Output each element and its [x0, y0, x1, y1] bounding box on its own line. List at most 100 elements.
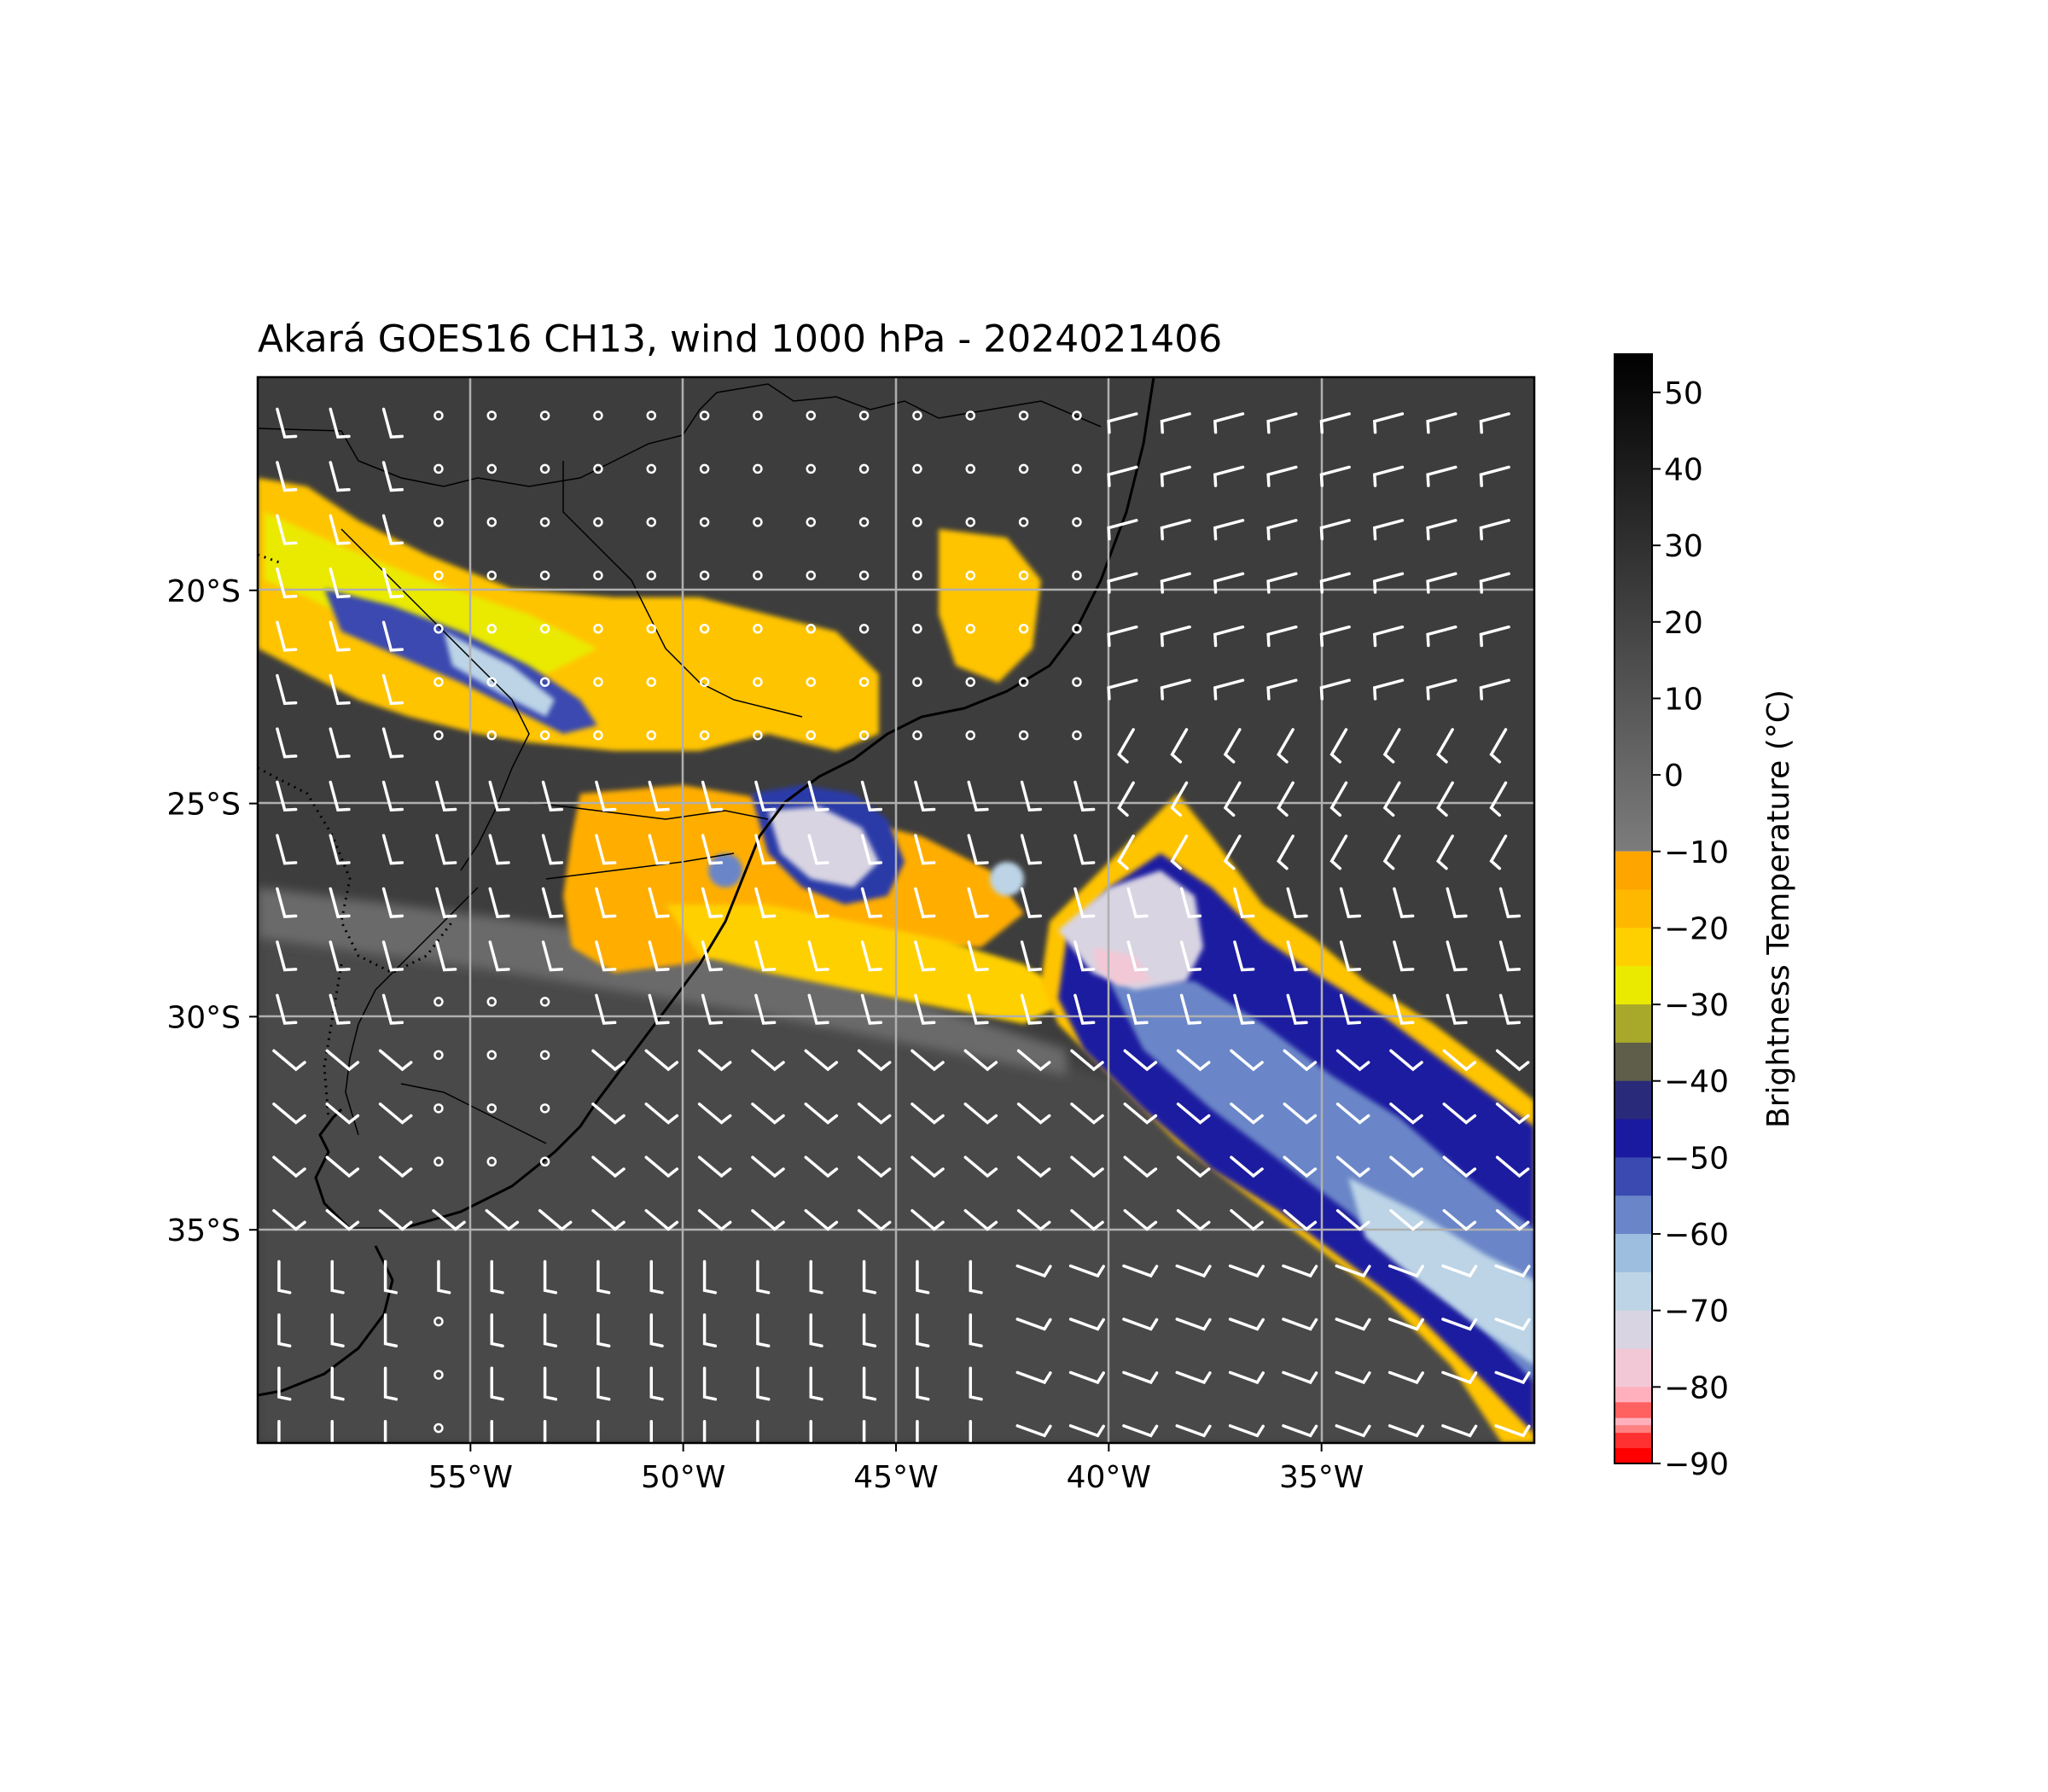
wind-barb: [1123, 1049, 1158, 1072]
colorbar-color-step: [1615, 1402, 1652, 1418]
wind-barb: [595, 993, 617, 1025]
wind-barb: [862, 1313, 877, 1348]
cloud-ocean-coldest: [1092, 947, 1152, 986]
wind-barb: [1015, 1318, 1052, 1331]
wind-barb: [1388, 1264, 1424, 1278]
wind-barb: [1389, 1103, 1423, 1125]
wind-barb: [644, 1103, 679, 1125]
calm-wind-marker: [753, 410, 763, 421]
wind-barb: [381, 887, 404, 918]
wind-barb: [488, 834, 510, 865]
calm-wind-marker: [646, 463, 657, 474]
calm-wind-marker: [593, 624, 603, 634]
wind-barb: [1489, 728, 1508, 764]
wind-barb: [1016, 1208, 1051, 1231]
wind-barb: [1495, 1208, 1530, 1231]
wind-barb: [1160, 572, 1191, 594]
wind-barb: [807, 887, 829, 918]
wind-barb: [1494, 1370, 1531, 1385]
wind-barb: [1335, 1155, 1370, 1178]
wind-barb: [1319, 412, 1351, 434]
wind-barb: [916, 1313, 930, 1348]
colorbar-color-step: [1615, 1004, 1652, 1044]
calm-wind-marker: [858, 624, 870, 634]
calm-wind-marker: [912, 410, 922, 421]
coastline: [314, 377, 1155, 1231]
light-gray-cloud-strip: [258, 887, 1067, 1075]
wind-barb: [1266, 625, 1298, 648]
calm-wind-marker: [486, 1156, 497, 1167]
wind-barb: [807, 780, 829, 812]
colorbar-fill: [1615, 354, 1652, 1464]
wind-barb: [1393, 887, 1415, 918]
wind-barb: [702, 1313, 718, 1348]
wind-barb: [1339, 940, 1362, 972]
wind-barb: [541, 940, 564, 972]
wind-barb: [1073, 887, 1096, 918]
wind-barb: [330, 1313, 345, 1348]
wind-barb: [1073, 940, 1096, 972]
wind-barb: [1441, 1318, 1478, 1331]
colorbar-tick-label: −40: [1664, 1065, 1729, 1100]
wind-barb: [751, 1103, 785, 1125]
wind-barb: [329, 993, 351, 1025]
wind-barb: [1479, 678, 1510, 701]
wind-barb: [702, 1366, 718, 1401]
wind-barb: [1441, 1424, 1478, 1438]
wind-barb: [1426, 625, 1457, 648]
colorbar-tick-label: 0: [1664, 759, 1684, 794]
wind-barb: [1283, 1103, 1318, 1125]
calm-wind-marker: [965, 570, 976, 581]
wind-barb: [754, 993, 777, 1025]
calm-wind-marker: [806, 517, 817, 527]
wind-barb: [1179, 887, 1202, 918]
colorbar-tick-label: 20: [1664, 606, 1703, 641]
wind-barb: [1372, 412, 1405, 434]
cloud-ocean-core: [1058, 870, 1203, 990]
calm-wind-marker: [1072, 677, 1082, 687]
calm-wind-marker: [965, 517, 976, 527]
wind-barb: [1175, 1318, 1212, 1331]
wind-barb: [1329, 835, 1348, 870]
wind-barb: [1160, 625, 1191, 648]
colorbar: 50 40 30 20 10 0 −10 −20 −30 −40 −50 −60 −70 −80 −90 B…: [1614, 353, 1796, 1482]
lat-tick-label: 30°S: [166, 1000, 241, 1035]
wind-barb: [1498, 887, 1521, 918]
wind-barb: [596, 1313, 611, 1348]
wind-barb: [916, 1419, 919, 1443]
wind-barb: [1223, 781, 1242, 817]
colorbar-frame: [1614, 353, 1653, 1464]
wind-barb: [596, 1366, 611, 1401]
wind-barb: [325, 1155, 360, 1178]
wind-barb: [754, 834, 777, 865]
calm-wind-marker: [433, 1050, 444, 1061]
wind-barb: [1372, 572, 1405, 594]
wind-barb: [1175, 1370, 1212, 1385]
wind-barb: [1073, 834, 1096, 865]
wind-barb: [914, 780, 936, 812]
wind-barb: [383, 1419, 387, 1443]
wind-barb: [804, 1103, 839, 1125]
wind-barb: [1117, 781, 1135, 817]
wind-barb: [1393, 940, 1415, 972]
wind-barb: [1123, 1103, 1158, 1125]
calm-wind-marker: [433, 997, 444, 1007]
wind-barb: [543, 1366, 558, 1401]
wind-barb: [1319, 572, 1351, 594]
wind-barb: [916, 1366, 930, 1401]
wind-barb: [1441, 1370, 1478, 1385]
state-border-2: [562, 461, 803, 718]
wind-barb: [1282, 1370, 1318, 1385]
wind-barb: [1170, 728, 1189, 764]
wind-barb: [1382, 728, 1401, 764]
colorbar-color-step: [1615, 1196, 1652, 1235]
calm-wind-marker: [699, 410, 710, 421]
wind-barb: [1020, 780, 1043, 812]
wind-barb: [1498, 940, 1521, 972]
wind-barb: [1277, 781, 1295, 817]
wind-barb: [1498, 993, 1521, 1025]
calm-wind-marker: [433, 1316, 444, 1327]
calm-wind-marker: [912, 463, 922, 474]
colorbar-tick-label: 50: [1664, 376, 1703, 411]
wind-barb: [1020, 834, 1043, 865]
